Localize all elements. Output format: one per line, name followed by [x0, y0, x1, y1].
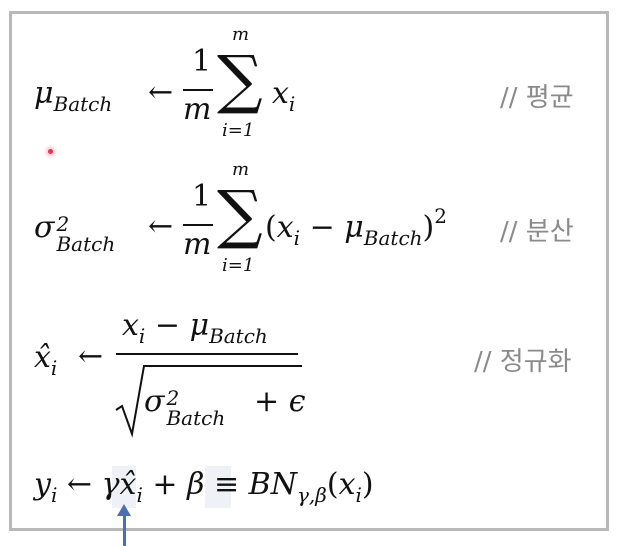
- normalize-frac-bar: [116, 353, 298, 355]
- scale-shift-formula: yi ← γx̂i + β ≡ BNγ,β(xi): [34, 467, 374, 507]
- mean-frac-num: 1: [192, 44, 212, 79]
- variance-comment: // 분산: [500, 217, 574, 247]
- mean-frac-den: m: [183, 92, 212, 127]
- variance-frac-num: 1: [192, 179, 212, 214]
- mean-comment: // 평균: [500, 83, 574, 113]
- gamma-highlight: [112, 466, 136, 508]
- variance-sum-bottom: i=1: [222, 255, 255, 276]
- formula-frame: [9, 11, 609, 531]
- variance-sum-icon: ∑: [217, 178, 263, 252]
- variance-frac-den: m: [183, 227, 212, 262]
- pointer-arrow-icon: [117, 504, 131, 546]
- mean-lhs: μBatch: [34, 76, 113, 116]
- mean-sum-top: m: [232, 24, 250, 45]
- mean-sum-bottom: i=1: [222, 120, 255, 141]
- normalize-arrow: ←: [78, 339, 104, 374]
- mean-arrow: ←: [148, 75, 174, 110]
- variance-frac-bar: [183, 224, 213, 226]
- variance-arrow: ←: [148, 209, 174, 244]
- mean-frac-bar: [183, 89, 213, 91]
- cursor-pointer: [46, 147, 55, 156]
- variance-term: (xi − μBatch)2: [265, 204, 447, 250]
- normalize-lhs: x̂i: [34, 340, 58, 380]
- beta-highlight: [205, 466, 231, 508]
- normalize-denominator: σ 2 Batch + ϵ: [144, 384, 306, 430]
- normalize-comment: // 정규화: [474, 347, 572, 377]
- mean-term: xi: [272, 76, 296, 116]
- normalize-numerator: xi − μBatch: [122, 308, 268, 348]
- sqrt-radical-icon: [115, 365, 302, 438]
- mean-sum-icon: ∑: [217, 43, 263, 117]
- variance-lhs: σ 2 Batch: [34, 210, 116, 256]
- variance-sum-top: m: [232, 159, 250, 180]
